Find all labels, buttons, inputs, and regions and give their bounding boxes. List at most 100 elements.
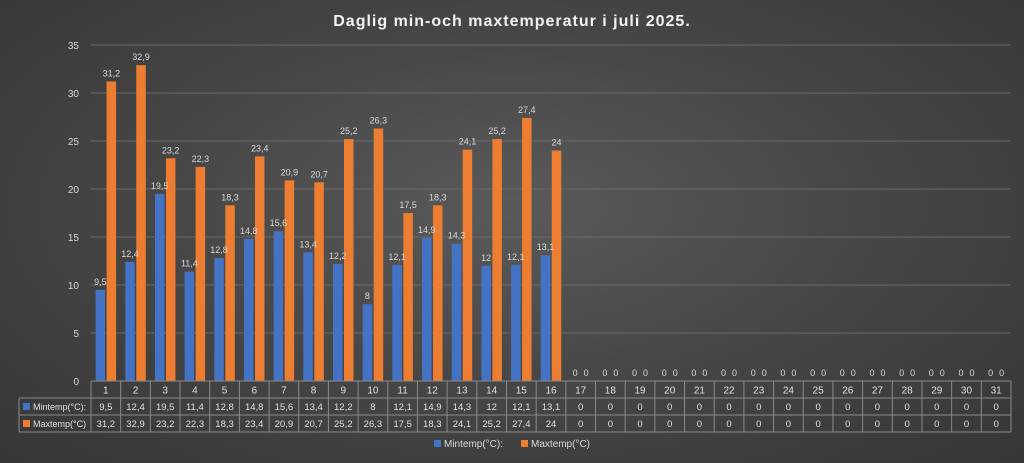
x-category-label: 23 (753, 386, 765, 397)
min-data-label-8: 13,4 (299, 239, 317, 249)
max-data-label-29: 0 (940, 368, 945, 378)
max-bar-3 (165, 158, 176, 381)
min-data-label-10: 8 (365, 291, 370, 301)
max-data-label-15: 27,4 (518, 105, 536, 115)
max-data-label-8: 20,7 (310, 169, 328, 179)
max-data-label-24: 0 (791, 368, 796, 378)
max-data-label-16: 24 (551, 138, 561, 148)
x-category-label: 12 (427, 386, 439, 397)
x-category-label: 3 (162, 386, 168, 397)
min-data-label-5: 12,8 (210, 245, 228, 255)
table-cell: 0 (845, 419, 850, 430)
x-category-label: 6 (251, 386, 257, 397)
max-data-label-10: 26,3 (370, 116, 388, 126)
table-cell: 0 (964, 402, 969, 413)
table-cell: 27,4 (512, 419, 531, 430)
min-bar-5 (214, 258, 224, 381)
table-cell: 0 (578, 402, 583, 413)
min-bar-14 (481, 265, 491, 381)
max-bar-14 (492, 139, 502, 381)
y-tick-label: 35 (68, 41, 80, 52)
x-category-label: 10 (367, 386, 379, 397)
table-cell: 0 (697, 402, 702, 413)
min-data-label-9: 12,2 (329, 251, 347, 261)
max-data-label-5: 18,3 (221, 192, 239, 202)
max-data-label-25: 0 (821, 368, 826, 378)
x-category-label: 30 (961, 386, 973, 397)
table-cell: 14,8 (245, 402, 264, 413)
table-cell: 0 (964, 419, 969, 430)
x-category-label: 2 (133, 386, 139, 397)
y-axis: 0 5 10 15 20 25 30 35 (68, 41, 80, 388)
x-category-label: 5 (222, 386, 228, 397)
x-category-label: 13 (456, 386, 468, 397)
x-category-label: 26 (842, 386, 854, 397)
y-tick-label: 30 (68, 89, 80, 100)
table-cell: 0 (875, 419, 880, 430)
x-category-label: 24 (783, 386, 795, 397)
table-cell: 0 (786, 419, 791, 430)
min-bar-13 (451, 243, 462, 381)
max-data-label-2: 32,9 (132, 52, 150, 62)
table-legend-key (23, 403, 30, 410)
min-data-label-26: 0 (840, 368, 845, 378)
table-cell: 13,4 (304, 402, 323, 413)
table-cell: 12,8 (215, 402, 234, 413)
table-cell: 0 (815, 402, 820, 413)
min-data-label-15: 12,1 (507, 252, 525, 262)
table-cell: 13,1 (542, 402, 561, 413)
table-cell: 12,4 (126, 402, 145, 413)
max-data-label-21: 0 (702, 368, 707, 378)
min-data-label-4: 11,4 (181, 259, 198, 269)
min-bar-10 (362, 304, 373, 381)
table-cell: 14,3 (453, 402, 472, 413)
min-data-label-12: 14,9 (418, 225, 436, 235)
min-bar-2 (125, 261, 135, 381)
table-cell: 0 (726, 419, 731, 430)
x-category-label: 31 (991, 386, 1003, 397)
max-data-label-27: 0 (880, 368, 885, 378)
table-cell: 19,5 (156, 402, 175, 413)
min-data-label-23: 0 (751, 368, 756, 378)
table-cell: 20,7 (304, 419, 323, 430)
max-bar-2 (136, 65, 146, 381)
y-tick-label: 15 (68, 233, 80, 244)
max-data-label-19: 0 (643, 368, 648, 378)
min-data-label-2: 12,4 (121, 249, 139, 259)
min-data-label-31: 0 (988, 368, 993, 378)
max-data-label-9: 25,2 (340, 126, 358, 136)
min-data-label-30: 0 (958, 368, 963, 378)
max-data-label-4: 22,3 (192, 154, 210, 164)
table-cell: 0 (934, 402, 939, 413)
table-cell: 0 (994, 419, 999, 430)
table-cell: 26,3 (364, 419, 383, 430)
legend-label: Mintemp(°C): (444, 439, 503, 450)
table-cell: 0 (994, 402, 999, 413)
y-tick-label: 5 (73, 329, 79, 340)
min-data-label-29: 0 (929, 368, 934, 378)
x-category-label: 18 (605, 386, 617, 397)
table-cell: 20,9 (275, 419, 294, 430)
max-data-label-1: 31,2 (103, 68, 121, 78)
table-legend-key (23, 420, 30, 427)
table-cell: 25,2 (482, 419, 501, 430)
x-category-label: 9 (340, 386, 346, 397)
min-bar-16 (540, 255, 551, 381)
table-cell: 25,2 (334, 419, 353, 430)
table-cell: 12,1 (512, 402, 531, 413)
table-cell: 0 (667, 419, 672, 430)
table-cell: 12,1 (393, 402, 412, 413)
x-category-label: 21 (694, 386, 706, 397)
bars (95, 65, 562, 382)
x-category-label: 28 (902, 386, 914, 397)
data-table: 1 2 3 4 5 6 7 8 9 10 11 12 13 14 15 16 17 18 19 20 21 22 23 24 2… (18, 380, 1012, 433)
min-bar-3 (154, 193, 165, 381)
x-category-label: 8 (311, 386, 317, 397)
data-labels: 9,5 12,4 19,5 11,4 12,8 14,8 15,6 13,4 12,2 8 12,1… (94, 52, 1004, 378)
table-cell: 0 (875, 402, 880, 413)
min-bar-12 (422, 237, 432, 381)
min-bar-8 (303, 252, 313, 381)
table-cell: 12 (486, 402, 497, 413)
max-data-label-20: 0 (673, 368, 678, 378)
